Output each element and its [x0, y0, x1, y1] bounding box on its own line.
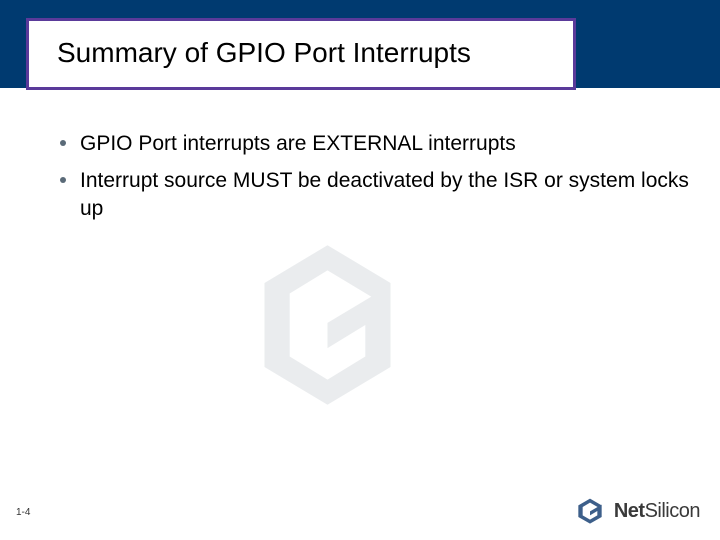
- list-item: Interrupt source MUST be deactivated by …: [60, 167, 690, 222]
- footer-logo: NetSilicon: [572, 496, 700, 526]
- bullet-icon: [60, 177, 66, 183]
- bullet-text: Interrupt source MUST be deactivated by …: [80, 167, 690, 222]
- title-box: Summary of GPIO Port Interrupts: [26, 18, 576, 90]
- netsilicon-logo-icon: [572, 496, 608, 526]
- bullet-icon: [60, 140, 66, 146]
- watermark-logo-icon: [215, 220, 440, 430]
- logo-light: Silicon: [645, 500, 700, 522]
- bullet-text: GPIO Port interrupts are EXTERNAL interr…: [80, 130, 516, 157]
- bullet-list: GPIO Port interrupts are EXTERNAL interr…: [60, 130, 690, 232]
- page-number: 1-4: [16, 507, 30, 518]
- list-item: GPIO Port interrupts are EXTERNAL interr…: [60, 130, 690, 157]
- logo-bold: Net: [614, 500, 645, 522]
- logo-text: NetSilicon: [614, 500, 700, 523]
- slide-title: Summary of GPIO Port Interrupts: [57, 37, 545, 69]
